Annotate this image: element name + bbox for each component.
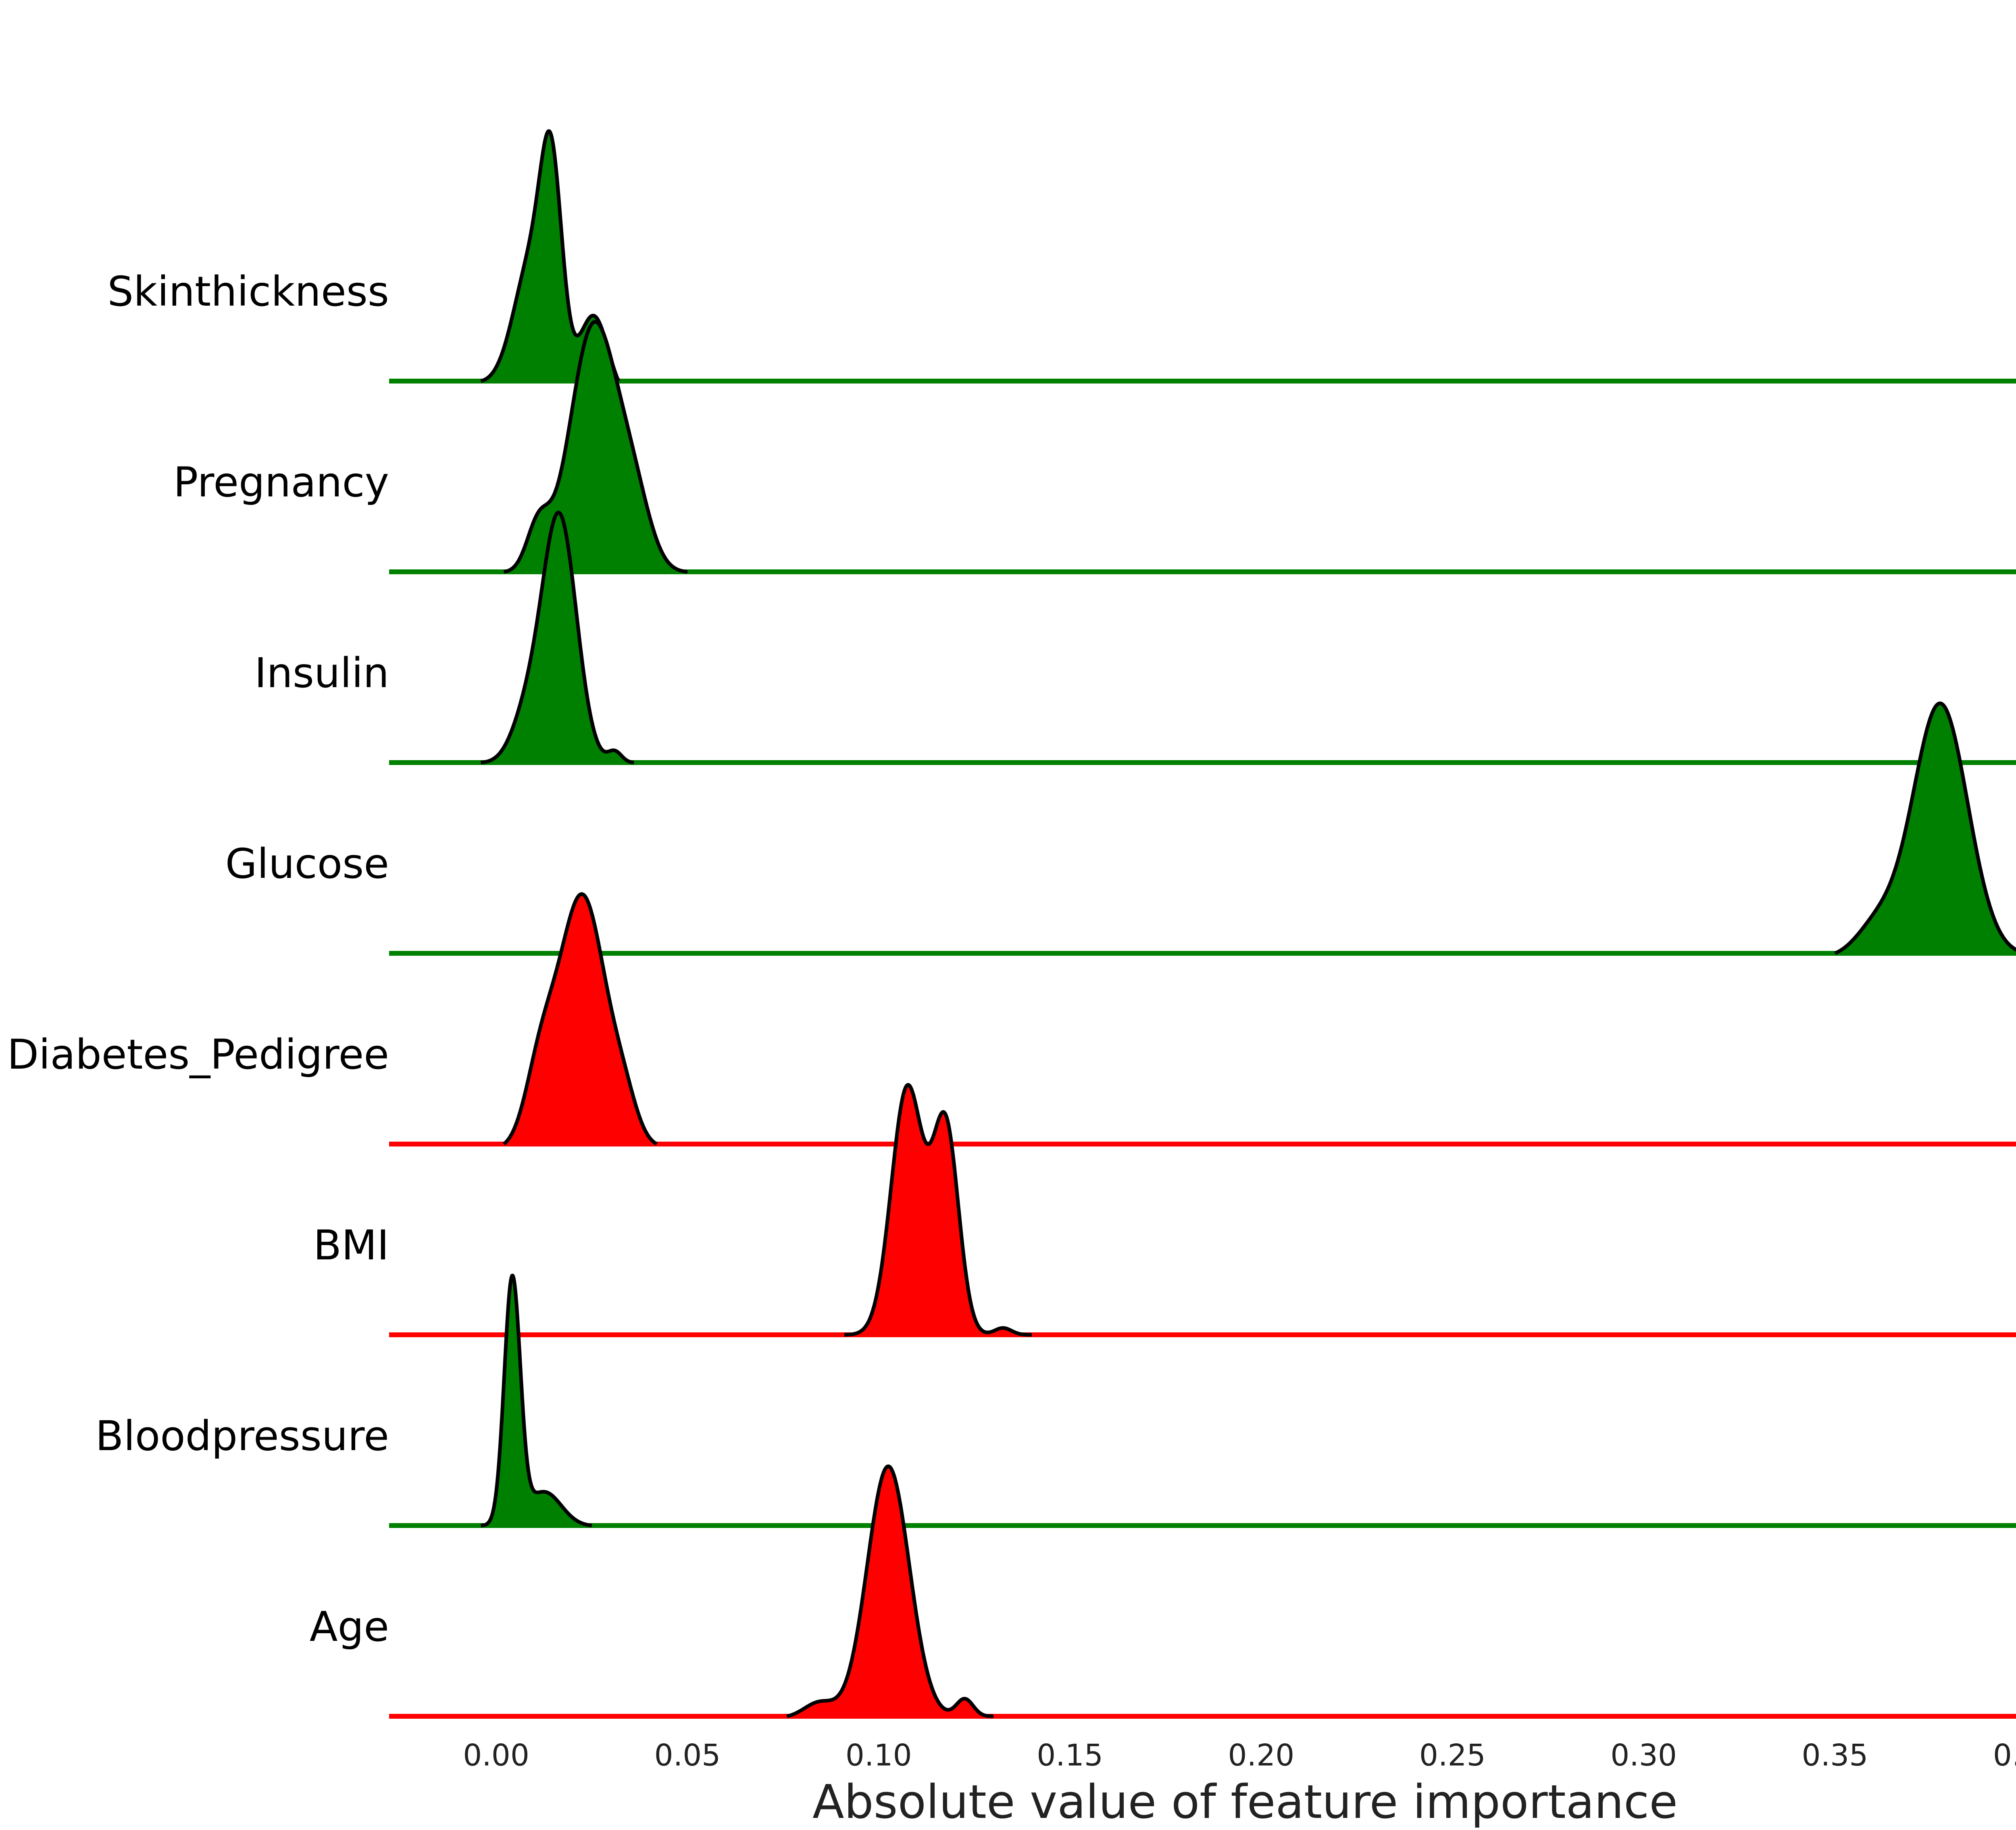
density-area-skinthickness xyxy=(481,131,619,381)
density-area-bmi xyxy=(844,1085,1032,1335)
ridge-pregnancy xyxy=(389,320,2016,574)
density-outline-glucose xyxy=(1834,701,2016,955)
feature-labels-group: Skinthickness Pregnancy Insulin Glucose Diab… xyxy=(7,268,389,1651)
x-tick-label: 0.30 xyxy=(1610,1738,1677,1773)
feature-label-pregnancy: Pregnancy xyxy=(173,459,389,506)
ridge-glucose xyxy=(389,701,2016,956)
x-axis-title: Absolute value of feature importance xyxy=(812,1775,1678,1829)
feature-label-insulin: Insulin xyxy=(254,649,389,697)
density-area-bloodpressure xyxy=(481,1276,592,1526)
ridge-skinthickness xyxy=(389,129,2016,384)
density-area-insulin xyxy=(481,513,634,763)
ridge-diabetes-pedigree xyxy=(389,892,2016,1146)
feature-label-bloodpressure: Bloodpressure xyxy=(96,1412,389,1460)
density-area-pregnancy xyxy=(504,322,687,572)
feature-label-glucose: Glucose xyxy=(225,840,389,888)
density-outline-bmi xyxy=(843,1083,1033,1337)
x-tick-label: 0.20 xyxy=(1228,1738,1295,1773)
ridge-bloodpressure xyxy=(389,1273,2016,1528)
density-area-glucose xyxy=(1835,703,2016,953)
feature-label-bmi: BMI xyxy=(313,1221,389,1269)
ridge-bmi xyxy=(389,1083,2016,1337)
x-tick-label: 0.25 xyxy=(1419,1738,1486,1773)
x-tick-label: 0.35 xyxy=(1802,1738,1868,1773)
x-tick-labels-group: 0.00 0.05 0.10 0.15 0.20 0.25 0.30 0.35 0.40 xyxy=(463,1738,2016,1773)
feature-label-diabetes-pedigree: Diabetes_Pedigree xyxy=(7,1031,389,1079)
density-outline-pregnancy xyxy=(503,320,689,574)
density-outline-bloodpressure xyxy=(479,1273,593,1528)
ridges-group xyxy=(389,129,2016,1719)
x-tick-label: 0.40 xyxy=(1993,1738,2016,1773)
x-tick-label: 0.05 xyxy=(654,1738,721,1773)
density-outline-insulin xyxy=(479,511,635,765)
ridge-age xyxy=(389,1464,2016,1719)
x-tick-label: 0.15 xyxy=(1037,1738,1103,1773)
x-tick-label: 0.10 xyxy=(846,1738,912,1773)
x-tick-label: 0.00 xyxy=(463,1738,529,1773)
density-area-diabetes-pedigree xyxy=(504,894,657,1144)
feature-label-age: Age xyxy=(310,1603,389,1651)
density-outline-diabetes-pedigree xyxy=(502,892,658,1146)
ridge-insulin xyxy=(389,511,2016,765)
density-outline-skinthickness xyxy=(479,129,621,383)
feature-label-skinthickness: Skinthickness xyxy=(107,268,389,316)
density-area-age xyxy=(787,1466,993,1716)
density-outline-age xyxy=(786,1464,995,1718)
